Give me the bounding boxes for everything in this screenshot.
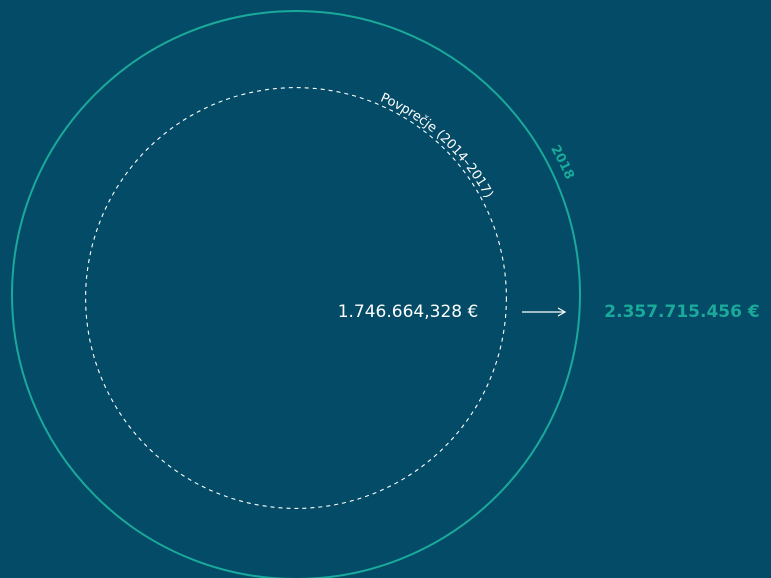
value-circle (11, 10, 581, 578)
value-circle (85, 87, 507, 509)
value-label: 1.746.664,328 € (338, 302, 479, 322)
value-label: 2.357.715.456 € (604, 302, 759, 322)
arrow (522, 307, 567, 317)
